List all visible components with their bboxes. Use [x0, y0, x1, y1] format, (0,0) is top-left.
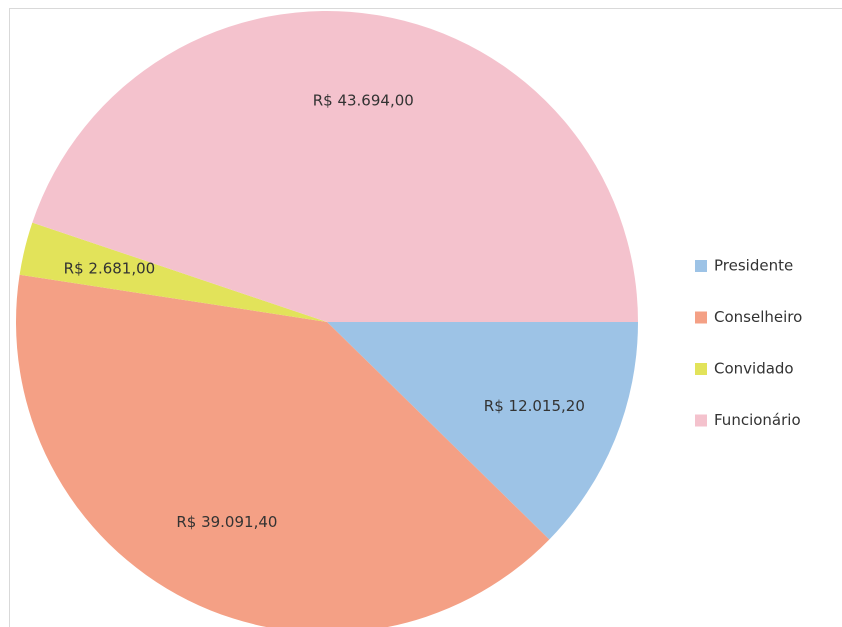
- pie-slice: [19, 222, 328, 322]
- data-label: R$ 39.091,40: [176, 513, 277, 531]
- legend-label: Convidado: [714, 360, 794, 378]
- pie-slice: [327, 322, 638, 540]
- legend-swatch: [695, 260, 707, 272]
- data-label: R$ 2.681,00: [64, 260, 156, 278]
- legend-swatch: [695, 311, 707, 324]
- pie-slice: [16, 274, 550, 627]
- legend-label: Presidente: [714, 257, 793, 275]
- data-label: R$ 43.694,00: [313, 92, 414, 110]
- legend-swatch: [695, 414, 707, 427]
- pie-slice: [32, 10, 638, 323]
- chart-frame: [9, 8, 842, 627]
- legend-swatch: [695, 363, 707, 375]
- data-label: R$ 12.015,20: [484, 397, 585, 415]
- legend-label: Funcionário: [714, 411, 801, 429]
- legend-label: Conselheiro: [714, 308, 802, 326]
